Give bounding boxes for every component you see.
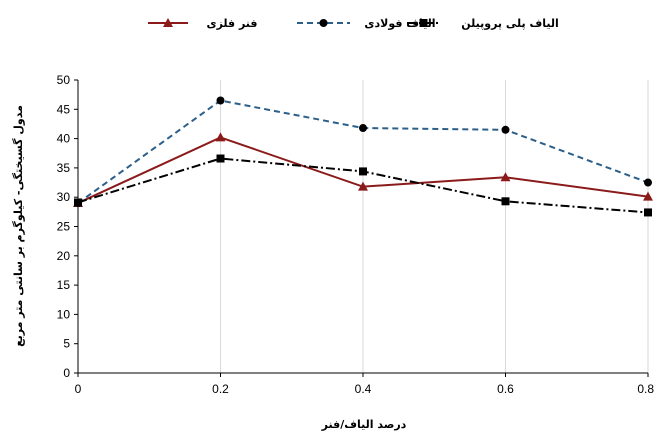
x-tick-labels: 0 0.2 0.4 0.6 0.8 [75, 373, 654, 396]
legend-item: الیاف فولادی [297, 17, 436, 30]
legend-marker [419, 19, 428, 27]
y-tick-label: 15 [57, 278, 71, 292]
data-point [358, 181, 368, 191]
series-group [73, 96, 653, 217]
series-triangle [73, 132, 653, 208]
x-tick-label: 0 [75, 382, 82, 396]
vertical-gridlines [220, 80, 649, 373]
y-tick-label: 40 [57, 132, 71, 146]
data-point [501, 197, 510, 206]
legend-item: فنر فلزی [148, 17, 257, 30]
x-tick-label: 0.6 [497, 382, 514, 396]
y-tick-label: 30 [57, 190, 71, 204]
y-tick-label: 0 [63, 366, 70, 380]
data-point [500, 172, 511, 182]
y-tick-label: 5 [63, 337, 70, 351]
y-tick-label: 25 [57, 220, 71, 234]
x-axis-title: درصد الیاف/فنر [321, 418, 407, 431]
legend-item: الیاف پلی پروپیلن [407, 17, 559, 30]
data-point [644, 178, 652, 187]
data-point [216, 154, 225, 163]
legend-marker [163, 18, 173, 27]
data-point [359, 167, 367, 176]
data-point [215, 132, 226, 142]
series-square [74, 154, 652, 217]
data-point [216, 96, 225, 105]
x-tick-label: 0.2 [212, 382, 229, 396]
legend-marker [319, 19, 328, 27]
y-tick-label: 35 [57, 161, 71, 175]
legend-label: الیاف فولادی [364, 17, 435, 30]
y-axis-title: مدول گسیختگی- کیلوگرم بر سانتی متر مربع [12, 105, 25, 347]
y-tick-label: 10 [57, 307, 71, 321]
y-tick-label: 50 [57, 73, 71, 87]
data-point [74, 198, 82, 207]
x-tick-label: 0.8 [637, 382, 654, 396]
data-point [359, 124, 367, 133]
y-tick-label: 45 [57, 102, 71, 116]
y-tick-label: 20 [57, 249, 71, 263]
legend-label: الیاف پلی پروپیلن [461, 17, 559, 30]
x-tick-label: 0.4 [355, 382, 372, 396]
legend: فنر فلزی الیاف فولادی الیاف پلی پروپیلن [148, 17, 559, 30]
y-tick-labels: 0 5 10 15 20 25 30 35 40 45 50 [57, 73, 78, 380]
legend-label: فنر فلزی [207, 17, 258, 30]
data-point [501, 125, 510, 134]
data-point [644, 208, 652, 217]
data-point [643, 191, 653, 201]
